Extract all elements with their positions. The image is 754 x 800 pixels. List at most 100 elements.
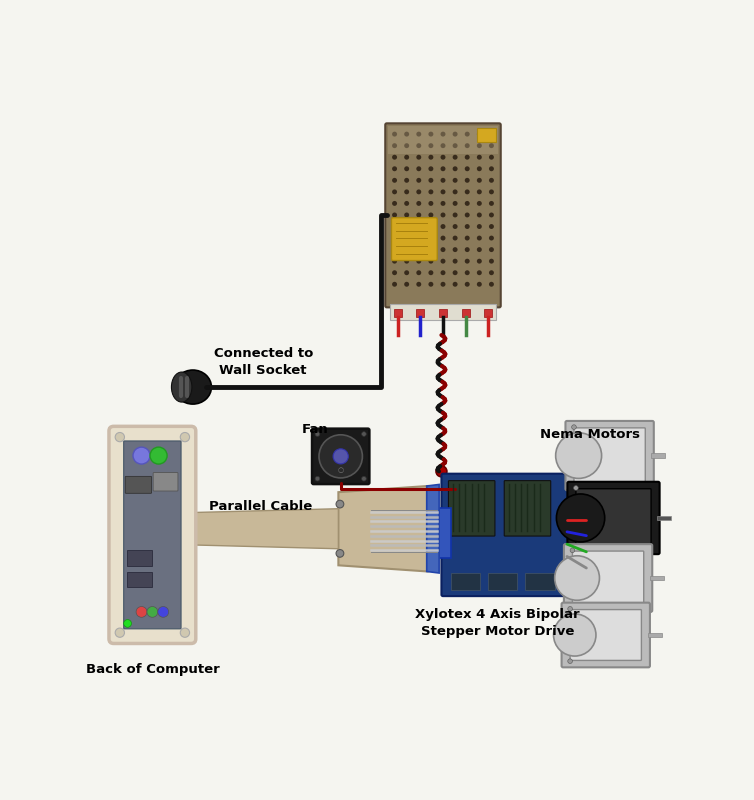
Circle shape xyxy=(452,201,458,206)
Circle shape xyxy=(477,132,482,137)
Bar xyxy=(127,572,152,587)
Circle shape xyxy=(464,143,470,148)
Circle shape xyxy=(464,270,470,275)
FancyBboxPatch shape xyxy=(449,481,495,536)
Circle shape xyxy=(452,270,458,275)
Circle shape xyxy=(428,132,434,137)
Circle shape xyxy=(392,190,397,194)
Circle shape xyxy=(319,435,363,478)
Circle shape xyxy=(404,247,409,252)
Bar xyxy=(525,574,555,590)
Circle shape xyxy=(574,486,578,490)
Circle shape xyxy=(436,466,447,477)
FancyBboxPatch shape xyxy=(385,123,501,307)
Bar xyxy=(650,576,664,580)
Circle shape xyxy=(572,482,576,486)
Circle shape xyxy=(489,166,494,171)
Circle shape xyxy=(404,213,409,218)
Circle shape xyxy=(464,236,470,241)
Circle shape xyxy=(477,247,482,252)
FancyBboxPatch shape xyxy=(564,544,652,612)
Circle shape xyxy=(416,190,421,194)
Circle shape xyxy=(570,603,575,608)
Circle shape xyxy=(464,166,470,171)
Circle shape xyxy=(333,449,348,464)
Circle shape xyxy=(452,258,458,264)
Bar xyxy=(416,309,425,318)
Circle shape xyxy=(428,236,434,241)
Circle shape xyxy=(158,606,169,618)
Circle shape xyxy=(416,258,421,264)
Polygon shape xyxy=(427,485,439,573)
Circle shape xyxy=(133,447,150,464)
FancyBboxPatch shape xyxy=(504,481,550,536)
Text: Xylotex 4 Axis Bipolar
Stepper Motor Drive: Xylotex 4 Axis Bipolar Stepper Motor Dri… xyxy=(415,609,580,638)
Circle shape xyxy=(489,213,494,218)
Circle shape xyxy=(570,548,575,553)
Circle shape xyxy=(404,258,409,264)
Circle shape xyxy=(392,178,397,182)
Circle shape xyxy=(150,447,167,464)
Circle shape xyxy=(440,201,446,206)
Circle shape xyxy=(464,258,470,264)
Circle shape xyxy=(489,270,494,275)
Text: Fan: Fan xyxy=(302,423,329,436)
Circle shape xyxy=(556,433,602,478)
Circle shape xyxy=(477,224,482,229)
Circle shape xyxy=(416,201,421,206)
FancyBboxPatch shape xyxy=(568,482,660,554)
Circle shape xyxy=(404,270,409,275)
Circle shape xyxy=(416,247,421,252)
Circle shape xyxy=(452,178,458,182)
Circle shape xyxy=(464,213,470,218)
Circle shape xyxy=(440,154,446,160)
Circle shape xyxy=(440,132,446,137)
Bar xyxy=(477,128,496,142)
Circle shape xyxy=(416,154,421,160)
Circle shape xyxy=(489,258,494,264)
Circle shape xyxy=(404,166,409,171)
FancyBboxPatch shape xyxy=(562,602,650,667)
Circle shape xyxy=(428,213,434,218)
Circle shape xyxy=(392,270,397,275)
Circle shape xyxy=(392,258,397,264)
Bar xyxy=(390,304,496,320)
Circle shape xyxy=(428,178,434,182)
Bar xyxy=(488,574,517,590)
Circle shape xyxy=(440,190,446,194)
Circle shape xyxy=(477,166,482,171)
Circle shape xyxy=(440,213,446,218)
Circle shape xyxy=(555,556,599,600)
Circle shape xyxy=(477,143,482,148)
FancyBboxPatch shape xyxy=(441,474,569,596)
Circle shape xyxy=(477,236,482,241)
Circle shape xyxy=(464,224,470,229)
FancyBboxPatch shape xyxy=(125,476,152,494)
Bar xyxy=(439,309,447,318)
Circle shape xyxy=(404,236,409,241)
Circle shape xyxy=(404,143,409,148)
Circle shape xyxy=(404,154,409,160)
Circle shape xyxy=(404,178,409,182)
FancyBboxPatch shape xyxy=(576,489,651,547)
Circle shape xyxy=(428,166,434,171)
Circle shape xyxy=(392,154,397,160)
Circle shape xyxy=(362,432,366,436)
Circle shape xyxy=(452,190,458,194)
Circle shape xyxy=(392,132,397,137)
Circle shape xyxy=(452,224,458,229)
Circle shape xyxy=(553,614,596,656)
Circle shape xyxy=(392,143,397,148)
Circle shape xyxy=(392,224,397,229)
Circle shape xyxy=(452,247,458,252)
Circle shape xyxy=(416,236,421,241)
Circle shape xyxy=(416,178,421,182)
Text: ○: ○ xyxy=(338,467,344,473)
Circle shape xyxy=(440,258,446,264)
Circle shape xyxy=(428,247,434,252)
Circle shape xyxy=(428,270,434,275)
Circle shape xyxy=(477,282,482,286)
Circle shape xyxy=(440,236,446,241)
Circle shape xyxy=(452,166,458,171)
Circle shape xyxy=(416,270,421,275)
